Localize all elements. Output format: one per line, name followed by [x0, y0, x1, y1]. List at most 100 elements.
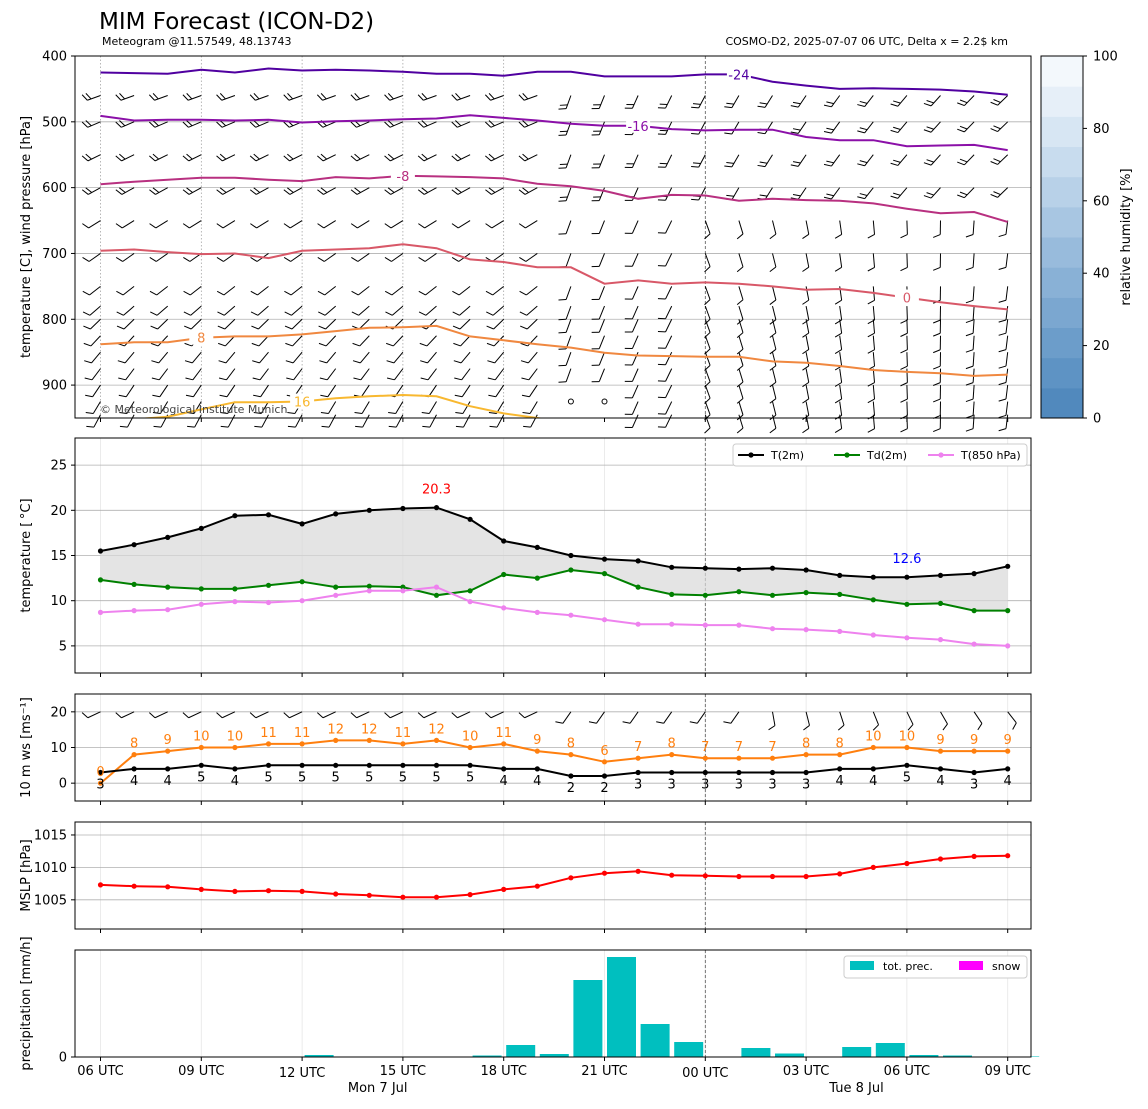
- surface-wind-barb-staff: [873, 712, 878, 725]
- upper-air-wind-barb: [833, 336, 842, 354]
- upper-air-wind-barb: [900, 306, 908, 323]
- surface-temperature-legend: T(2m)Td(2m)T(850 hPa): [733, 444, 1027, 466]
- upper-air-wind-barb-staff: [525, 221, 537, 228]
- upper-air-wind-barb-staff: [840, 415, 842, 429]
- upper-air-wind-barb-feather: [418, 222, 424, 230]
- upper-air-wind-barb-feather: [802, 267, 809, 271]
- surface-temperature-ytick-label: 10: [50, 594, 67, 609]
- upper-air-wind-barb: [317, 89, 335, 101]
- upper-air-wind-barb-staff: [998, 122, 1008, 132]
- upper-air-wind-barb: [86, 398, 101, 416]
- upper-air-wind-barb-feather: [835, 399, 842, 403]
- upper-air-wind-barb-feather: [455, 393, 462, 399]
- upper-air-wind-barb-feather: [999, 398, 1006, 402]
- upper-air-wind-barb-feather: [117, 324, 124, 331]
- mslp-ytick-label: 1005: [34, 893, 67, 908]
- upper-air-wind-barb-feather: [704, 332, 712, 337]
- point-mslp: [669, 873, 674, 878]
- upper-air-wind-barb: [150, 215, 168, 230]
- upper-air-wind-barb-staff: [732, 155, 739, 167]
- upper-air-wind-barb-feather: [385, 94, 390, 102]
- upper-air-wind-barb-feather: [220, 393, 227, 399]
- upper-air-wind-barb-feather: [559, 106, 567, 111]
- point-Td(2m): [98, 577, 103, 582]
- upper-air-wind-barb-feather: [933, 234, 940, 237]
- point-gust: [367, 738, 372, 743]
- upper-air-wind-barb-staff: [840, 306, 842, 320]
- x-tick-label: 09 UTC: [178, 1064, 224, 1079]
- upper-air-wind-barb-feather: [454, 358, 461, 365]
- point-Td(2m): [232, 586, 237, 591]
- surface-wind-barb-staff: [563, 712, 571, 723]
- upper-air-wind-barb: [924, 183, 941, 200]
- gust-data-label: 9: [533, 733, 541, 748]
- upper-air-ytick-label: 800: [42, 313, 67, 328]
- point-Td(2m): [333, 585, 338, 590]
- upper-air-wind-barb-staff: [666, 95, 672, 108]
- upper-air-wind-barb: [799, 336, 809, 354]
- upper-air-wind-barb: [455, 398, 470, 416]
- upper-air-wind-barb-staff: [632, 352, 638, 365]
- upper-air-wind-barb-staff: [632, 306, 638, 319]
- point-gust: [468, 745, 473, 750]
- upper-air-wind-barb-feather: [900, 429, 907, 432]
- point-T(850 hPa): [736, 623, 741, 628]
- upper-air-wind-barb-staff: [831, 155, 839, 166]
- upper-air-wind-barb: [119, 381, 134, 399]
- upper-air-wind-barb-feather: [150, 256, 156, 263]
- point-T(2m): [669, 565, 674, 570]
- upper-air-wind-barb-staff: [873, 221, 874, 235]
- upper-air-wind-barb-feather: [522, 393, 529, 399]
- humidity-colorbar-segment: [1041, 207, 1083, 238]
- upper-air-wind-barb-feather: [419, 289, 426, 296]
- point-Td(2m): [132, 582, 137, 587]
- isotherm-0: [101, 244, 1008, 309]
- upper-air-wind-barb: [452, 182, 470, 196]
- isotherm-line: [101, 69, 1008, 95]
- upper-air-wind-barb-staff: [873, 402, 874, 416]
- upper-air-wind-barb: [117, 331, 134, 348]
- upper-air-wind-barb-feather: [658, 230, 666, 236]
- upper-air-wind-barb-staff: [524, 95, 537, 100]
- point-T(2m): [132, 542, 137, 547]
- upper-air-wind-barb-staff: [358, 286, 369, 295]
- upper-air-wind-barb-staff: [599, 336, 604, 349]
- upper-air-wind-barb-staff: [632, 415, 638, 428]
- upper-air-wind-barb: [559, 284, 571, 302]
- upper-air-wind-barb: [452, 89, 470, 101]
- upper-air-wind-barb: [117, 301, 134, 317]
- point-T(2m): [434, 505, 439, 510]
- upper-air-ytick-label: 400: [42, 50, 67, 65]
- point-mslp: [132, 884, 137, 889]
- upper-air-wind-barb-feather: [966, 333, 973, 336]
- point-gust: [871, 745, 876, 750]
- point-Td(2m): [300, 579, 305, 584]
- mean-wind-data-label: 2: [600, 781, 608, 796]
- upper-air-wind-barb: [658, 283, 672, 301]
- upper-air-wind-barb-feather: [250, 94, 255, 102]
- upper-air-wind-barb-staff: [460, 319, 470, 329]
- upper-air-wind-barb-feather: [85, 376, 92, 383]
- point-gust: [972, 749, 977, 754]
- point-T(850 hPa): [367, 588, 372, 593]
- upper-air-wind-barb-feather: [116, 289, 123, 296]
- point-gust: [333, 738, 338, 743]
- upper-air-wind-barb-feather: [999, 349, 1006, 353]
- upper-air-wind-barb-feather: [835, 415, 842, 419]
- upper-air-wind-barb-feather: [419, 256, 425, 263]
- upper-air-wind-barb-staff: [599, 155, 604, 168]
- upper-air-wind-barb-staff: [326, 336, 336, 346]
- upper-air-wind-barb-staff: [840, 352, 842, 366]
- surface-wind-barb-feather: [519, 711, 525, 719]
- upper-air-wind-barb-feather: [152, 376, 159, 383]
- point-T(2m): [232, 513, 237, 518]
- upper-air-wind-barb-feather: [287, 92, 292, 100]
- upper-air-wind-barb-feather: [802, 428, 809, 432]
- upper-air-wind-barb: [521, 364, 537, 382]
- upper-air-wind-barb-feather: [891, 102, 898, 109]
- upper-air-wind-barb: [824, 91, 840, 109]
- upper-air-wind-barb-staff: [773, 306, 776, 320]
- upper-air-wind-barb: [924, 150, 941, 167]
- upper-air-wind-barb-feather: [658, 105, 666, 111]
